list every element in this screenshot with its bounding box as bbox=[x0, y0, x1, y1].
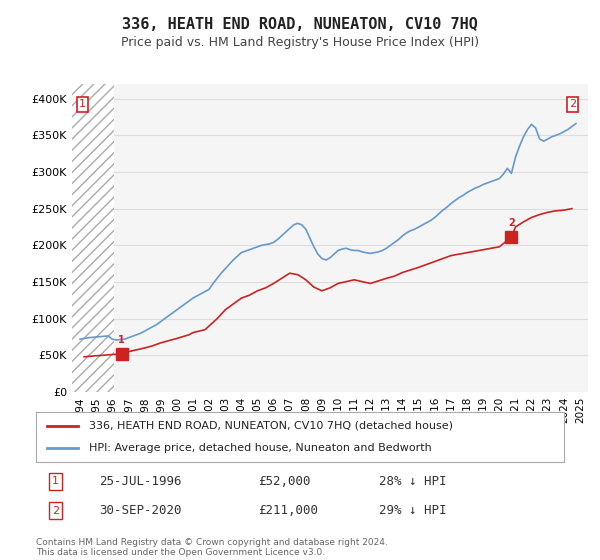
Text: Price paid vs. HM Land Registry's House Price Index (HPI): Price paid vs. HM Land Registry's House … bbox=[121, 36, 479, 49]
Text: Contains HM Land Registry data © Crown copyright and database right 2024.
This d: Contains HM Land Registry data © Crown c… bbox=[36, 538, 388, 557]
Text: 30-SEP-2020: 30-SEP-2020 bbox=[100, 504, 182, 517]
Text: 336, HEATH END ROAD, NUNEATON, CV10 7HQ: 336, HEATH END ROAD, NUNEATON, CV10 7HQ bbox=[122, 17, 478, 32]
Text: 1: 1 bbox=[118, 335, 125, 345]
Text: 25-JUL-1996: 25-JUL-1996 bbox=[100, 475, 182, 488]
Text: £211,000: £211,000 bbox=[258, 504, 318, 517]
Text: 2: 2 bbox=[52, 506, 59, 516]
Text: £52,000: £52,000 bbox=[258, 475, 310, 488]
Bar bbox=[72, 84, 114, 392]
Text: 2: 2 bbox=[508, 218, 515, 228]
Text: 1: 1 bbox=[79, 100, 86, 109]
Text: 336, HEATH END ROAD, NUNEATON, CV10 7HQ (detached house): 336, HEATH END ROAD, NUNEATON, CV10 7HQ … bbox=[89, 421, 453, 431]
Text: 29% ↓ HPI: 29% ↓ HPI bbox=[379, 504, 446, 517]
Text: 28% ↓ HPI: 28% ↓ HPI bbox=[379, 475, 446, 488]
Text: HPI: Average price, detached house, Nuneaton and Bedworth: HPI: Average price, detached house, Nune… bbox=[89, 443, 431, 453]
Text: 1: 1 bbox=[52, 476, 59, 486]
Text: 2: 2 bbox=[569, 100, 576, 109]
